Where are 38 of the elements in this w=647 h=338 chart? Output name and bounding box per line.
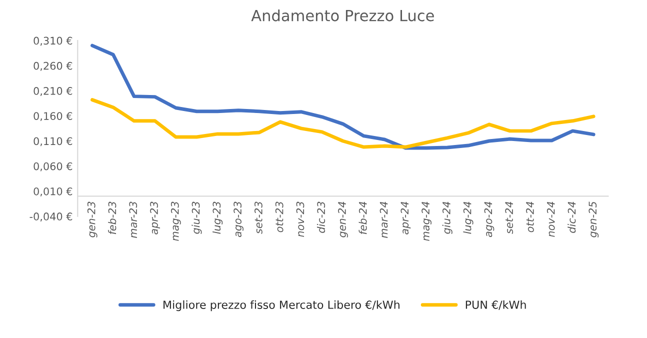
x-tick-label: gen-24 bbox=[338, 202, 348, 238]
x-tick-label: giu-24 bbox=[442, 202, 452, 234]
y-tick-label: 0,310 € bbox=[34, 36, 72, 46]
legend-label: Migliore prezzo fisso Mercato Libero €/kWh bbox=[164, 300, 400, 312]
x-tick-label: lug-23 bbox=[212, 202, 223, 234]
x-tick-label: dic-24 bbox=[568, 202, 576, 233]
x-tick-label: set-23 bbox=[254, 202, 262, 234]
x-tick-label: nov-23 bbox=[296, 202, 304, 237]
x-tick-label: mag-24 bbox=[422, 202, 432, 241]
x-tick-label: feb-23 bbox=[108, 202, 116, 234]
y-tick-label: 0,210 € bbox=[34, 87, 72, 96]
x-tick-label: giu-23 bbox=[192, 202, 202, 234]
x-tick-label: mar-24 bbox=[380, 202, 388, 238]
legend-label: PUN €/kWh bbox=[466, 300, 526, 310]
x-tick-label: nov-24 bbox=[546, 202, 555, 237]
x-tick-label: ago-23 bbox=[234, 202, 244, 238]
x-tick-label: dic-23 bbox=[316, 202, 326, 233]
x-tick-label: lug-24 bbox=[463, 202, 474, 234]
x-tick-label: ago-24 bbox=[484, 202, 494, 238]
x-tick-label: set-24 bbox=[505, 202, 514, 234]
y-tick-label: 0,160 € bbox=[34, 112, 72, 122]
x-tick-label: mar-23 bbox=[129, 202, 138, 238]
y-tick-label: 0,260 € bbox=[34, 62, 72, 71]
y-tick-label: 0,010 € bbox=[34, 187, 72, 196]
x-tick-label: apr-24 bbox=[400, 202, 411, 234]
chart-title: Andamento Prezzo Luce bbox=[251, 10, 434, 22]
x-tick-label: gen-25 bbox=[588, 202, 599, 238]
x-tick-label: apr-23 bbox=[150, 202, 160, 234]
x-tick-label: gen-23 bbox=[87, 202, 98, 238]
x-tick-label: mag-23 bbox=[170, 202, 181, 241]
line-series bbox=[90, 44, 596, 150]
y-tick-label: -0,040 € bbox=[30, 212, 72, 222]
x-tick-label: feb-24 bbox=[358, 202, 367, 234]
line-series bbox=[90, 98, 596, 149]
x-tick-label: ott-24 bbox=[526, 202, 534, 232]
y-tick-label: 0,060 € bbox=[34, 162, 72, 172]
y-tick-label: 0,110 € bbox=[34, 137, 72, 146]
x-tick-label: ott-23 bbox=[275, 202, 284, 232]
